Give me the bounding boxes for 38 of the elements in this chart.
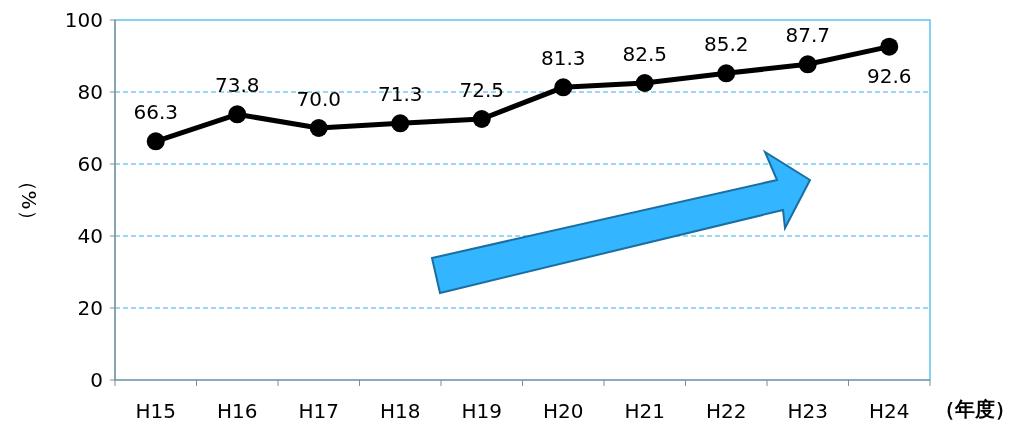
x-tick-label: H19 <box>461 399 502 423</box>
point <box>554 78 573 97</box>
text: 81.3 <box>540 46 586 71</box>
point <box>798 55 817 74</box>
text: 66.3 <box>133 100 179 125</box>
text: 72.5 <box>459 78 505 102</box>
x-tick-label: H21 <box>624 399 665 423</box>
x-tick-label: H22 <box>706 399 747 423</box>
y-axis-title: （%） <box>17 170 41 230</box>
point <box>717 64 736 83</box>
point <box>309 119 328 137</box>
x-tick-label: H16 <box>217 399 258 423</box>
text: 85.2 <box>703 32 749 57</box>
text: 92.6 <box>866 63 912 88</box>
x-tick-label: H15 <box>135 399 176 423</box>
text: 87.7 <box>785 23 831 48</box>
point <box>635 74 654 92</box>
y-tick-label: 40 <box>77 224 103 248</box>
text: 70.0 <box>296 87 342 111</box>
point <box>228 105 247 124</box>
x-tick-label: H17 <box>298 399 339 423</box>
text: 71.3 <box>377 82 423 107</box>
text: 73.8 <box>214 73 260 98</box>
x-tick-label: H20 <box>543 399 584 423</box>
x-tick-label: H23 <box>787 399 828 423</box>
y-tick-label: 100 <box>64 8 103 32</box>
x-tick-label: H18 <box>380 399 421 423</box>
y-tick-label: 80 <box>77 80 103 104</box>
point <box>146 132 165 151</box>
point <box>472 110 491 128</box>
point <box>880 37 899 56</box>
y-tick-label: 20 <box>77 296 103 320</box>
y-tick-label: 60 <box>77 152 103 176</box>
point <box>391 114 410 133</box>
text: 82.5 <box>622 42 668 66</box>
x-axis-title: （年度） <box>935 397 1014 421</box>
y-tick-label: 0 <box>90 368 103 392</box>
x-tick-label: H24 <box>869 399 910 423</box>
